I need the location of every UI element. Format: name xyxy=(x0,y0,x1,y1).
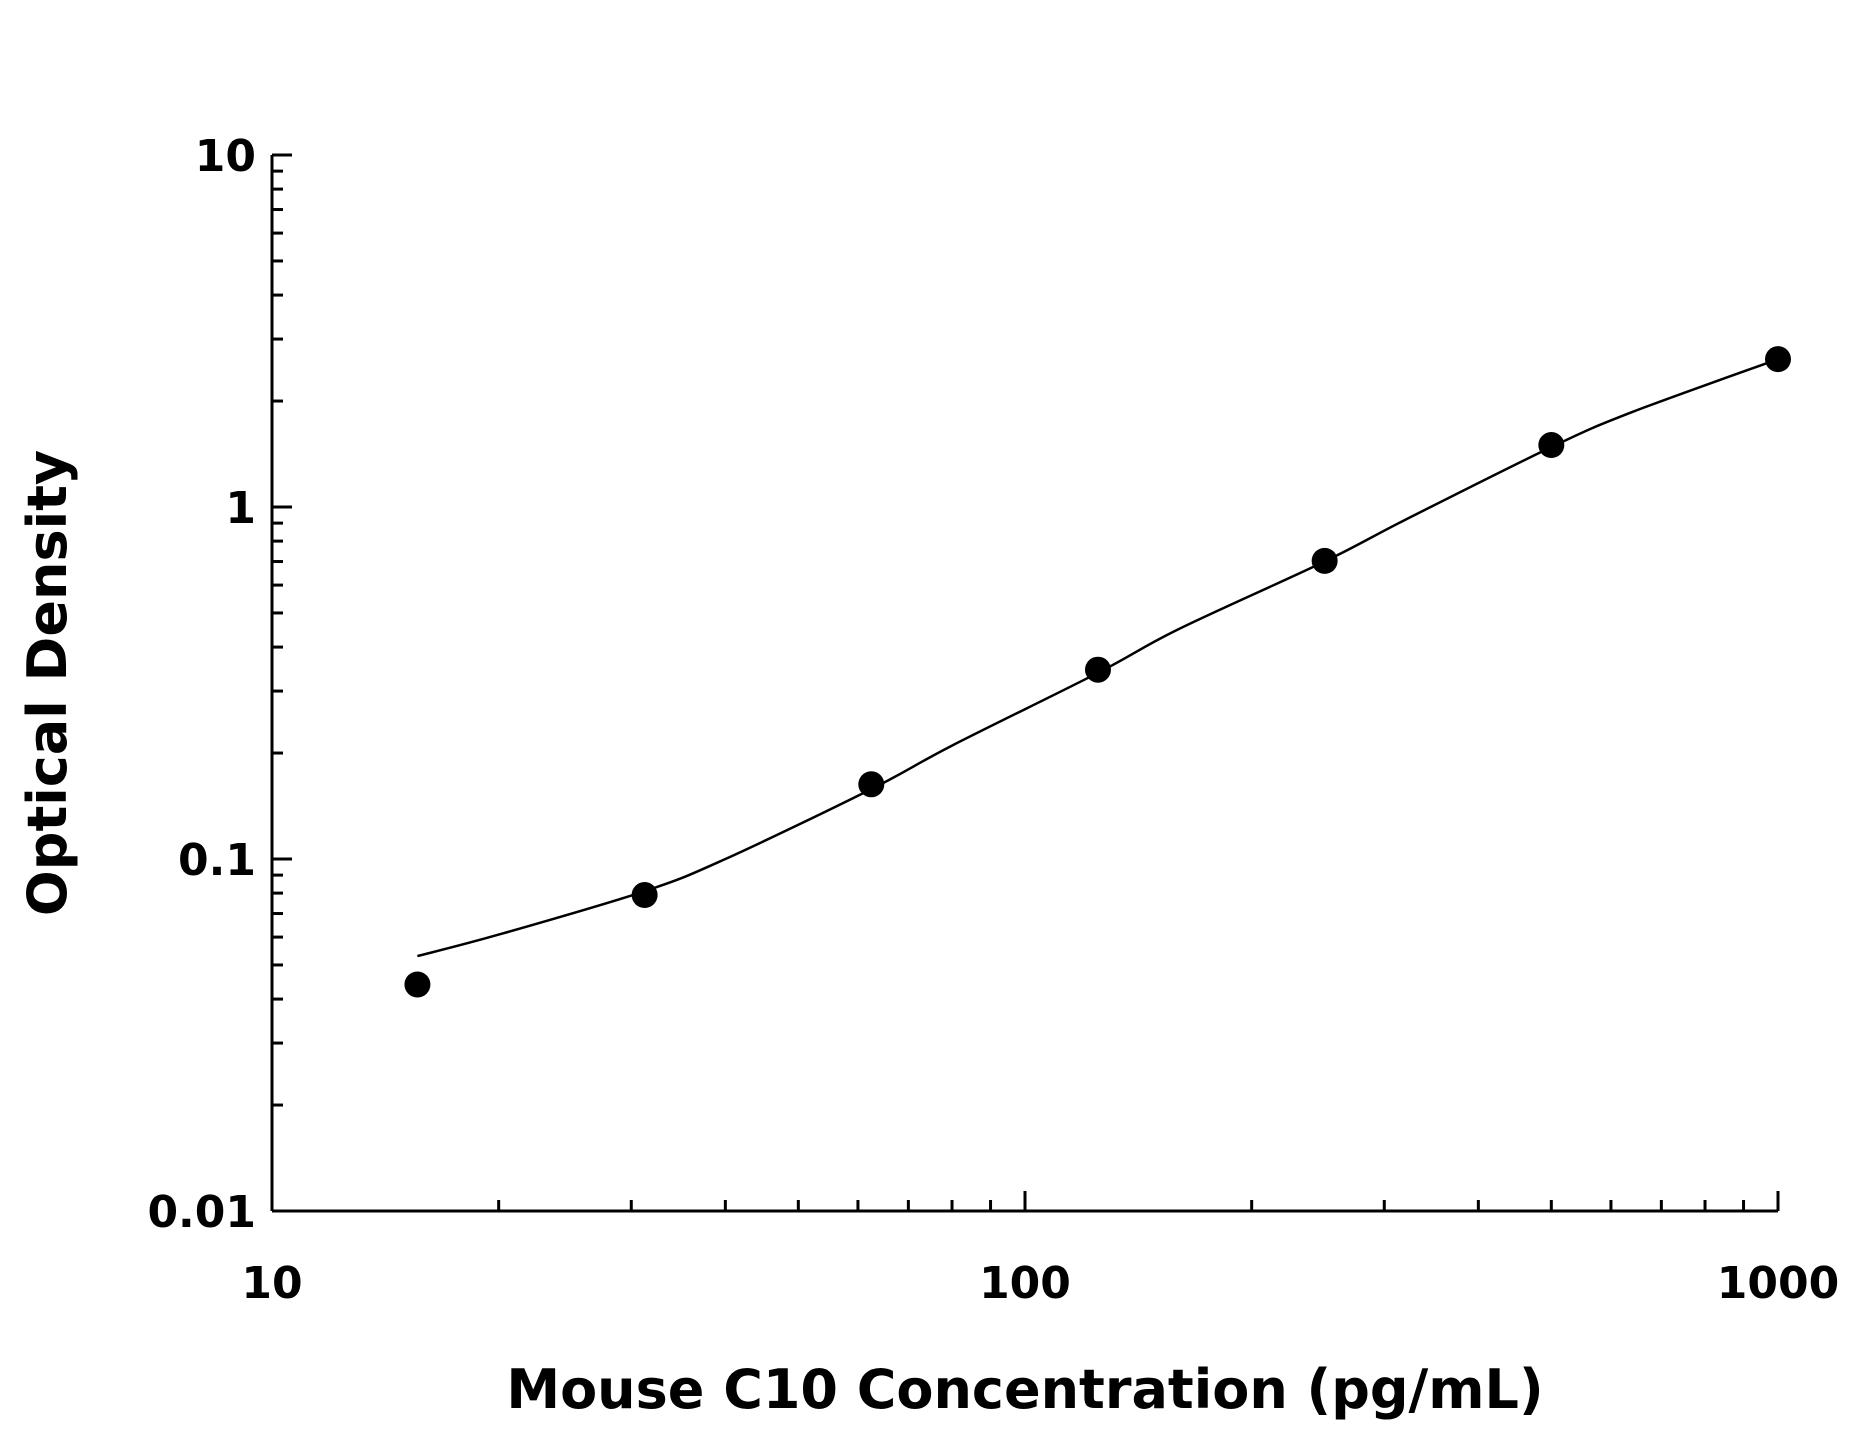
data-point xyxy=(858,771,885,798)
y-tick-label-0.1: 0.1 xyxy=(178,835,256,886)
data-point xyxy=(1765,346,1791,373)
y-tick-label-0.01: 0.01 xyxy=(147,1187,256,1238)
x-tick-label-100: 100 xyxy=(979,1258,1071,1309)
x-tick-label-1000: 1000 xyxy=(1717,1258,1839,1309)
y-axis-ticks xyxy=(272,153,292,1213)
data-points xyxy=(404,346,1791,998)
x-axis-tick-labels: 10 100 1000 xyxy=(241,1258,1839,1309)
y-axis-title: Optical Density xyxy=(16,450,79,916)
data-point xyxy=(404,971,431,998)
y-tick-label-10: 10 xyxy=(195,131,256,182)
data-point xyxy=(1538,432,1565,459)
data-point xyxy=(631,882,658,909)
x-tick-label-10: 10 xyxy=(241,1258,302,1309)
y-tick-label-1: 1 xyxy=(225,483,256,534)
data-point xyxy=(1084,656,1111,683)
axes xyxy=(270,155,1778,1213)
data-point xyxy=(1311,547,1338,574)
y-axis-tick-labels: 10 1 0.1 0.01 xyxy=(147,131,256,1238)
x-axis-title: Mouse C10 Concentration (pg/mL) xyxy=(506,1358,1543,1421)
x-axis-ticks xyxy=(270,1191,1780,1211)
